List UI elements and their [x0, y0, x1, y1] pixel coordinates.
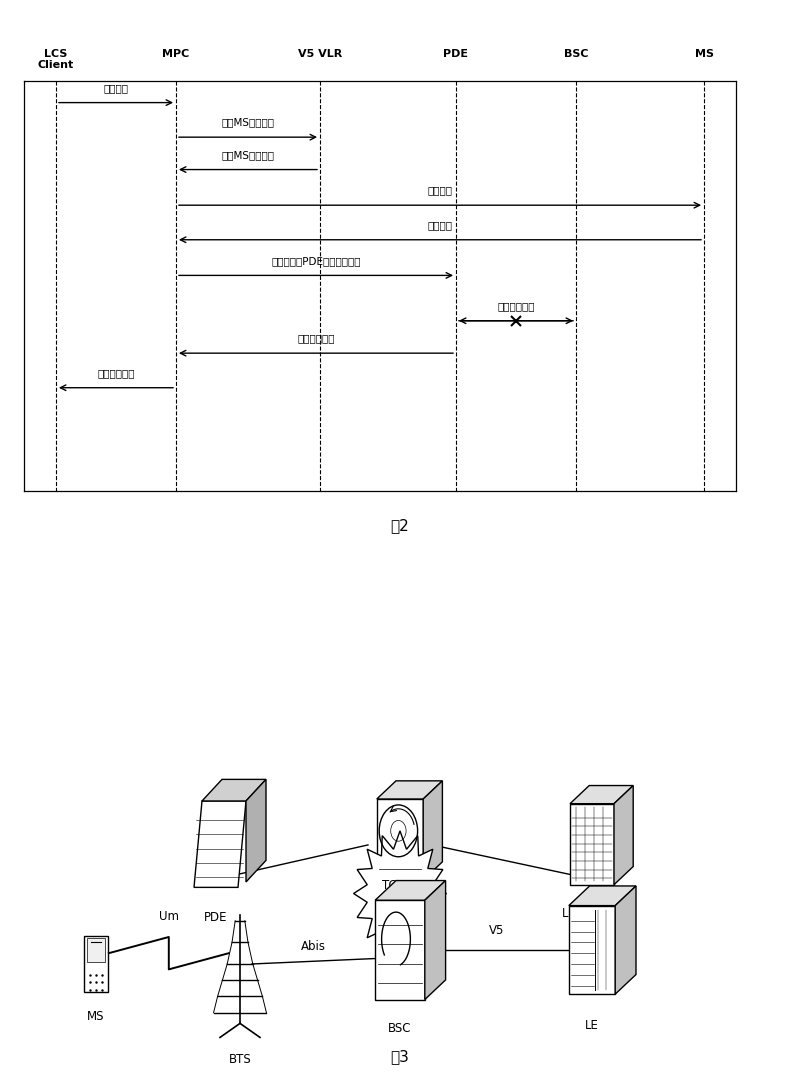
Text: 返回定位结果: 返回定位结果 [98, 368, 134, 378]
Text: 定位请求: 定位请求 [427, 186, 453, 195]
Bar [87, 939, 105, 962]
Text: BSC: BSC [564, 49, 588, 58]
Text: BTS: BTS [229, 1053, 251, 1066]
Text: 图2: 图2 [390, 518, 410, 534]
Text: MS: MS [87, 1011, 105, 1024]
Polygon shape [570, 785, 634, 804]
Polygon shape [194, 801, 246, 888]
Polygon shape [570, 804, 614, 885]
Text: TCP/IP: TCP/IP [382, 878, 418, 891]
Polygon shape [569, 886, 636, 906]
Text: MPC: MPC [162, 49, 190, 58]
Text: MPC: MPC [387, 902, 413, 915]
Text: Um: Um [158, 910, 178, 923]
Polygon shape [377, 781, 442, 799]
Text: 返回MS位置信息: 返回MS位置信息 [222, 150, 274, 160]
Polygon shape [423, 781, 442, 880]
Polygon shape [377, 799, 423, 880]
Text: 请求响应: 请求响应 [427, 220, 453, 230]
Text: 定位请求: 定位请求 [103, 83, 129, 93]
Polygon shape [615, 886, 636, 995]
Text: No7: No7 [388, 902, 412, 915]
Text: BSC: BSC [388, 1023, 412, 1036]
Text: 选择并通知PDE进行定位计算: 选择并通知PDE进行定位计算 [271, 256, 361, 266]
Text: 定位计算过程: 定位计算过程 [498, 301, 534, 311]
Text: V5 VLR: V5 VLR [298, 49, 342, 58]
Polygon shape [354, 831, 446, 956]
Text: V5: V5 [489, 923, 505, 937]
Polygon shape [569, 906, 615, 995]
Polygon shape [202, 780, 266, 801]
Text: 图3: 图3 [390, 1049, 410, 1064]
Text: LCS
Client: LCS Client [38, 49, 74, 70]
Text: LE: LE [585, 1020, 599, 1032]
Text: PDE: PDE [443, 49, 469, 58]
Text: Abis: Abis [301, 941, 326, 954]
Polygon shape [425, 880, 446, 1000]
Polygon shape [375, 880, 446, 901]
Text: PDE: PDE [204, 912, 228, 924]
Polygon shape [375, 901, 425, 1000]
Text: 返回定位信息: 返回定位信息 [298, 334, 334, 343]
Bar [84, 936, 108, 993]
Text: MS: MS [694, 49, 714, 58]
Text: 获取MS位置信息: 获取MS位置信息 [222, 118, 274, 127]
Polygon shape [614, 785, 634, 885]
Text: LCS Client: LCS Client [562, 907, 622, 920]
Polygon shape [246, 780, 266, 882]
